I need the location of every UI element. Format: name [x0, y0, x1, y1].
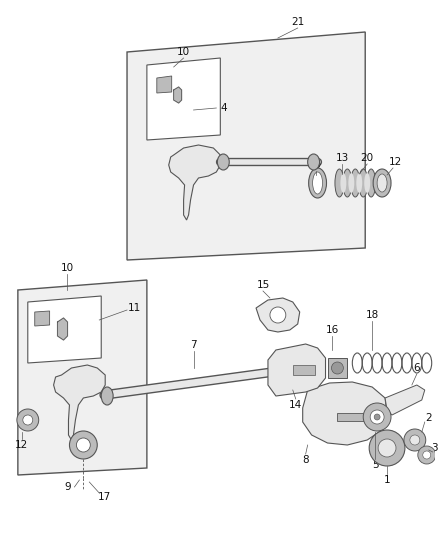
- Ellipse shape: [307, 154, 320, 170]
- Text: 20: 20: [360, 153, 374, 163]
- Ellipse shape: [217, 154, 229, 170]
- Circle shape: [23, 415, 33, 425]
- Ellipse shape: [356, 173, 362, 193]
- Text: 12: 12: [15, 440, 28, 450]
- Circle shape: [374, 414, 380, 420]
- Ellipse shape: [373, 169, 391, 197]
- Text: 19: 19: [309, 160, 322, 170]
- Polygon shape: [127, 32, 365, 260]
- Ellipse shape: [377, 174, 387, 192]
- Ellipse shape: [351, 169, 360, 197]
- Ellipse shape: [309, 168, 326, 198]
- Polygon shape: [53, 365, 105, 440]
- Text: 11: 11: [127, 303, 141, 313]
- Text: 15: 15: [256, 280, 270, 290]
- Polygon shape: [157, 76, 172, 93]
- Text: 13: 13: [336, 153, 349, 163]
- Circle shape: [410, 435, 420, 445]
- Polygon shape: [35, 311, 49, 326]
- Ellipse shape: [335, 169, 344, 197]
- Text: 3: 3: [431, 443, 438, 453]
- Bar: [293, 365, 314, 375]
- Ellipse shape: [340, 173, 346, 193]
- Polygon shape: [147, 58, 220, 140]
- Ellipse shape: [364, 173, 370, 193]
- Text: 2: 2: [425, 413, 432, 423]
- Polygon shape: [169, 145, 220, 220]
- Text: 21: 21: [291, 17, 304, 27]
- Text: 14: 14: [289, 400, 302, 410]
- Text: 4: 4: [220, 103, 226, 113]
- Ellipse shape: [348, 173, 354, 193]
- Polygon shape: [57, 318, 67, 340]
- Circle shape: [418, 446, 436, 464]
- Ellipse shape: [343, 169, 352, 197]
- Polygon shape: [28, 296, 101, 363]
- Polygon shape: [385, 385, 425, 415]
- Circle shape: [404, 429, 426, 451]
- Circle shape: [332, 362, 343, 374]
- Text: 8: 8: [302, 455, 309, 465]
- Circle shape: [70, 431, 97, 459]
- Circle shape: [423, 451, 431, 459]
- Text: 12: 12: [389, 157, 402, 167]
- Circle shape: [270, 307, 286, 323]
- Circle shape: [370, 410, 384, 424]
- Polygon shape: [268, 344, 325, 396]
- Text: 6: 6: [413, 363, 420, 373]
- Text: 9: 9: [64, 482, 71, 492]
- Text: 1: 1: [384, 475, 390, 485]
- Bar: [337, 413, 367, 421]
- Ellipse shape: [367, 169, 376, 197]
- Text: 17: 17: [98, 492, 111, 502]
- Circle shape: [76, 438, 90, 452]
- Text: 7: 7: [190, 340, 197, 350]
- Ellipse shape: [313, 172, 322, 194]
- Ellipse shape: [101, 387, 113, 405]
- Text: 5: 5: [372, 460, 378, 470]
- Text: 18: 18: [366, 310, 379, 320]
- Text: 10: 10: [61, 263, 74, 273]
- Circle shape: [17, 409, 39, 431]
- Bar: [328, 358, 347, 378]
- Circle shape: [378, 439, 396, 457]
- Text: 16: 16: [326, 325, 339, 335]
- Polygon shape: [256, 298, 300, 332]
- Circle shape: [363, 403, 391, 431]
- Circle shape: [369, 430, 405, 466]
- Polygon shape: [174, 87, 182, 103]
- Ellipse shape: [359, 169, 367, 197]
- Polygon shape: [303, 382, 387, 445]
- Text: 10: 10: [177, 47, 190, 57]
- Polygon shape: [18, 280, 147, 475]
